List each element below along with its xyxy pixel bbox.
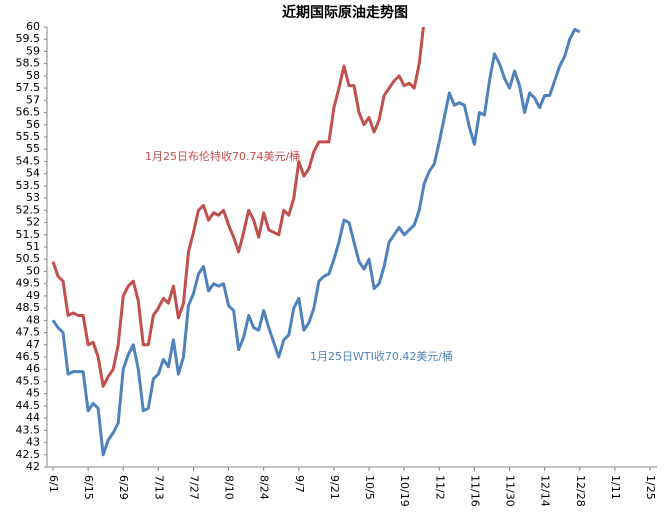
y-tick-label: 49.5 <box>16 277 41 290</box>
y-tick-label: 48 <box>26 313 40 326</box>
y-tick-label: 43.5 <box>16 423 41 436</box>
y-tick-label: 57.5 <box>16 81 41 94</box>
x-tick-label: 11/2 <box>433 475 446 500</box>
y-tick-label: 52 <box>26 216 40 229</box>
annotation: 1月25日WTI收70.42美元/桶 <box>310 349 453 363</box>
line-series <box>51 27 581 457</box>
y-tick-label: 44.5 <box>16 399 41 412</box>
y-tick-label: 42 <box>26 460 40 473</box>
y-tick-label: 57 <box>26 93 40 106</box>
y-tick-label: 51 <box>26 240 40 253</box>
y-tick-label: 54.5 <box>16 154 41 167</box>
x-tick-label: 10/19 <box>398 475 411 507</box>
y-tick-label: 51.5 <box>16 228 41 241</box>
y-tick-label: 44 <box>26 411 40 424</box>
line-series <box>51 27 425 388</box>
x-tick-label: 9/21 <box>328 475 341 500</box>
x-tick-label: 8/24 <box>258 475 271 500</box>
x-tick-label: 7/13 <box>152 475 165 500</box>
y-tick-label: 50 <box>26 264 40 277</box>
x-tick-label: 8/10 <box>223 475 236 500</box>
y-tick-label: 46.5 <box>16 350 41 363</box>
y-tick-label: 56 <box>26 118 40 131</box>
y-tick-label: 59 <box>26 44 40 57</box>
y-tick-label: 58 <box>26 69 40 82</box>
y-tick-label: 47 <box>26 338 40 351</box>
x-tick-label: 7/27 <box>187 475 200 500</box>
x-tick-label: 10/5 <box>363 475 376 500</box>
chart-title: 近期国际原油走势图 <box>282 4 408 21</box>
y-tick-label: 56.5 <box>16 106 41 119</box>
y-tick-label: 48.5 <box>16 301 41 314</box>
x-tick-label: 1/25 <box>644 475 657 500</box>
annotation: 1月25日布伦特收70.74美元/桶 <box>145 149 300 163</box>
y-tick-label: 52.5 <box>16 203 41 216</box>
y-tick-label: 53 <box>26 191 40 204</box>
x-tick-label: 12/14 <box>539 475 552 507</box>
y-tick-label: 49 <box>26 289 40 302</box>
y-tick-label: 45.5 <box>16 374 41 387</box>
x-tick-label: 1/11 <box>609 475 622 500</box>
x-tick-label: 6/15 <box>82 475 95 500</box>
x-tick-label: 9/7 <box>293 475 306 493</box>
y-tick-label: 46 <box>26 362 40 375</box>
y-tick-label: 50.5 <box>16 252 41 265</box>
y-tick-label: 53.5 <box>16 179 41 192</box>
x-tick-label: 11/16 <box>468 475 481 507</box>
y-tick-label: 60 <box>26 20 40 33</box>
y-tick-label: 59.5 <box>16 32 41 45</box>
x-tick-label: 6/1 <box>47 475 60 493</box>
y-tick-label: 54 <box>26 167 40 180</box>
x-tick-label: 12/28 <box>574 475 587 507</box>
y-tick-label: 43 <box>26 436 40 449</box>
x-tick-label: 11/30 <box>504 475 517 507</box>
y-tick-label: 45 <box>26 387 40 400</box>
y-tick-label: 42.5 <box>16 448 41 461</box>
y-tick-label: 58.5 <box>16 57 41 70</box>
y-tick-label: 55.5 <box>16 130 41 143</box>
x-tick-label: 6/29 <box>117 475 130 500</box>
y-tick-label: 55 <box>26 142 40 155</box>
y-tick-label: 47.5 <box>16 326 41 339</box>
